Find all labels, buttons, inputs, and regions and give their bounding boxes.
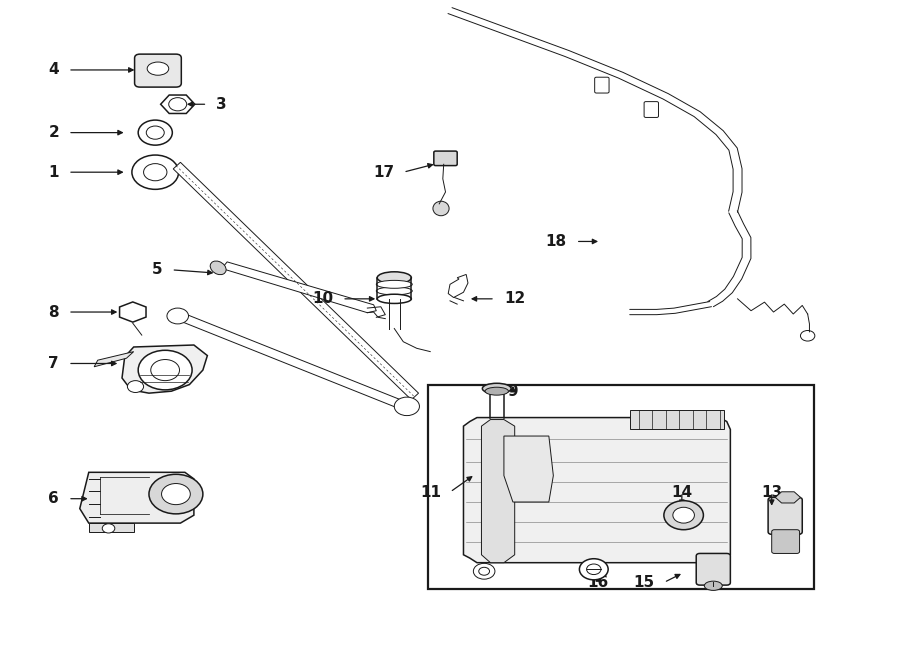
- Circle shape: [673, 507, 695, 523]
- Polygon shape: [174, 312, 412, 411]
- Text: 17: 17: [374, 165, 394, 180]
- Ellipse shape: [433, 201, 449, 215]
- FancyBboxPatch shape: [697, 553, 731, 585]
- Text: 8: 8: [49, 305, 59, 319]
- Circle shape: [147, 126, 164, 139]
- FancyBboxPatch shape: [644, 102, 659, 118]
- Polygon shape: [89, 523, 134, 531]
- Circle shape: [587, 564, 601, 574]
- FancyBboxPatch shape: [771, 529, 799, 553]
- FancyBboxPatch shape: [135, 54, 181, 87]
- Text: 6: 6: [49, 491, 59, 506]
- Text: 4: 4: [49, 62, 59, 77]
- Circle shape: [394, 397, 419, 416]
- Polygon shape: [94, 352, 134, 367]
- Polygon shape: [482, 420, 515, 563]
- Text: 11: 11: [420, 485, 441, 500]
- Ellipse shape: [705, 581, 723, 590]
- Text: 14: 14: [671, 485, 692, 500]
- Polygon shape: [173, 163, 418, 400]
- Bar: [428, 385, 814, 589]
- Polygon shape: [775, 492, 800, 503]
- Circle shape: [479, 567, 490, 575]
- Circle shape: [664, 500, 704, 529]
- Ellipse shape: [376, 280, 412, 288]
- Polygon shape: [448, 274, 468, 297]
- Circle shape: [473, 563, 495, 579]
- Circle shape: [139, 350, 192, 390]
- Text: 7: 7: [49, 356, 59, 371]
- FancyBboxPatch shape: [595, 77, 609, 93]
- Text: 16: 16: [588, 575, 609, 590]
- Polygon shape: [221, 262, 376, 313]
- Circle shape: [800, 330, 814, 341]
- Polygon shape: [120, 302, 146, 322]
- Text: 12: 12: [504, 292, 526, 306]
- Bar: [630, 410, 725, 430]
- Polygon shape: [504, 436, 554, 502]
- Ellipse shape: [482, 383, 511, 394]
- Circle shape: [139, 120, 172, 145]
- Text: 2: 2: [49, 125, 59, 140]
- Ellipse shape: [485, 387, 508, 395]
- Polygon shape: [160, 95, 194, 114]
- Text: 18: 18: [545, 234, 567, 249]
- Text: 10: 10: [312, 292, 333, 306]
- Text: 13: 13: [761, 485, 782, 500]
- Circle shape: [132, 155, 178, 189]
- Polygon shape: [464, 418, 731, 563]
- Circle shape: [103, 524, 115, 533]
- Circle shape: [149, 475, 202, 514]
- Polygon shape: [122, 345, 207, 393]
- Ellipse shape: [148, 62, 168, 75]
- Ellipse shape: [377, 294, 411, 303]
- Ellipse shape: [376, 287, 412, 295]
- Circle shape: [166, 308, 188, 324]
- Circle shape: [151, 360, 179, 381]
- Ellipse shape: [211, 261, 226, 275]
- Circle shape: [144, 164, 166, 180]
- Text: 5: 5: [152, 262, 162, 278]
- Polygon shape: [80, 473, 194, 523]
- Circle shape: [580, 559, 608, 580]
- Text: 1: 1: [49, 165, 59, 180]
- Circle shape: [161, 484, 190, 504]
- Text: 15: 15: [634, 575, 655, 590]
- Circle shape: [168, 98, 186, 111]
- Text: 9: 9: [508, 383, 518, 399]
- Circle shape: [128, 381, 144, 393]
- Ellipse shape: [377, 272, 411, 284]
- FancyBboxPatch shape: [768, 497, 802, 534]
- FancyBboxPatch shape: [434, 151, 457, 166]
- Text: 3: 3: [216, 97, 227, 112]
